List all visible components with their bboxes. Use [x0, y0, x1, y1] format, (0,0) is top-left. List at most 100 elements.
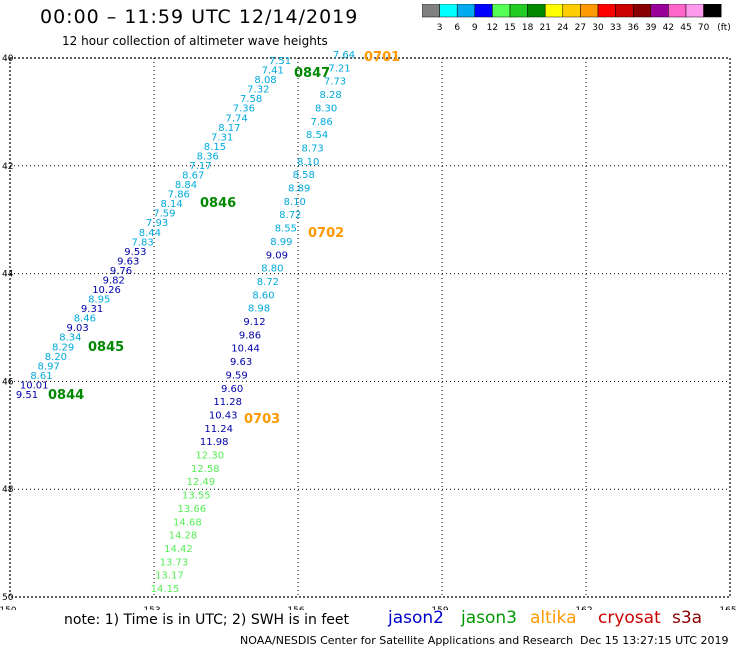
lon-tick-label: 165	[719, 606, 736, 610]
wave-height-value: 8.97	[38, 361, 60, 372]
colorbar-label: 18	[522, 23, 534, 33]
wave-height-value: 14.42	[164, 544, 193, 555]
colorbar-unit: (ft)	[717, 23, 731, 33]
wave-height-value: 7.86	[168, 190, 190, 201]
wave-height-value: 9.86	[239, 330, 261, 341]
satellite-legend-jason2: jason2	[388, 608, 444, 628]
wave-height-value: 13.66	[178, 504, 207, 515]
wave-height-value: 7.93	[146, 218, 168, 229]
wave-height-value: 7.73	[324, 77, 346, 88]
colorbar-label: 9	[472, 23, 478, 33]
wave-height-value: 8.99	[270, 237, 292, 248]
colorbar-label: 70	[698, 23, 710, 33]
pass-time-label: 0844	[48, 388, 84, 403]
wave-height-value: 11.28	[213, 397, 242, 408]
colorbar-label: 6	[454, 23, 460, 33]
wave-height-value: 13.73	[160, 557, 189, 568]
lat-tick-label: 48	[2, 485, 14, 495]
lon-tick-label: 153	[143, 606, 160, 610]
wave-height-value: 8.20	[45, 352, 67, 363]
satellite-legend-s3a: s3a	[672, 608, 703, 628]
lon-tick-label: 150	[0, 606, 17, 610]
wave-height-value: 9.63	[117, 256, 139, 267]
wave-height-value: 8.08	[254, 75, 276, 86]
wave-height-value: 14.28	[169, 531, 198, 542]
pass-time-label: 0701	[364, 50, 400, 65]
wave-height-value: 9.76	[110, 266, 132, 277]
wave-height-value: 8.46	[74, 314, 96, 325]
page-title: 00:00 – 11:59 UTC 12/14/2019	[40, 6, 359, 28]
wave-height-value: 8.73	[302, 143, 324, 154]
wave-height-value: 8.89	[288, 184, 310, 195]
wave-height-value: 8.60	[252, 290, 274, 301]
wave-height-value: 11.24	[204, 424, 233, 435]
wave-height-value: 10.01	[20, 380, 49, 391]
colorbar-label: 33	[610, 23, 621, 33]
lat-tick-label: 40	[2, 54, 14, 64]
satellite-legend-cryosat: cryosat	[598, 608, 661, 628]
lat-tick-label: 46	[2, 377, 14, 387]
wave-height-value: 14.15	[151, 584, 180, 595]
wave-height-value: 7.36	[233, 104, 255, 115]
colorbar-label: 21	[539, 23, 550, 33]
lon-tick-label: 156	[287, 606, 304, 610]
wave-height-value: 8.58	[293, 170, 315, 181]
wave-height-value: 8.15	[204, 142, 226, 153]
wave-height-value: 10.44	[231, 344, 260, 355]
wave-height-value: 7.64	[333, 50, 355, 61]
wave-height-value: 12.58	[191, 464, 220, 475]
wave-height-value: 7.58	[240, 94, 262, 105]
wave-height-value: 8.54	[306, 130, 328, 141]
map-plot: 1501531561591621654042444648507.517.418.…	[0, 50, 737, 610]
wave-height-value: 9.63	[230, 357, 252, 368]
wave-height-value: 12.49	[186, 477, 215, 488]
wave-height-value: 10.26	[92, 285, 121, 296]
wave-height-value: 10.43	[209, 410, 238, 421]
wave-height-value: 8.34	[59, 333, 81, 344]
wave-height-value: 8.72	[279, 210, 301, 221]
wave-height-value: 13.55	[182, 491, 211, 502]
pass-time-label: 0847	[294, 66, 330, 81]
lon-tick-label: 159	[431, 606, 448, 610]
colorbar-label: 15	[504, 23, 515, 33]
lat-tick-label: 42	[2, 162, 13, 172]
wave-height-value: 8.10	[284, 197, 306, 208]
page-subtitle: 12 hour collection of altimeter wave hei…	[62, 34, 328, 48]
wave-height-value: 7.86	[310, 117, 332, 128]
wave-height-value: 8.44	[139, 228, 161, 239]
wave-height-value: 8.67	[182, 171, 204, 182]
wave-height-value: 7.59	[153, 209, 175, 220]
satellite-legend-jason3: jason3	[461, 608, 517, 628]
wave-height-value: 9.60	[221, 384, 243, 395]
colorbar-label: 36	[627, 23, 639, 33]
wave-height-value: 8.80	[261, 264, 283, 275]
wave-height-value: 7.21	[328, 63, 350, 74]
wave-height-value: 8.28	[319, 90, 341, 101]
wave-height-value: 7.32	[247, 85, 269, 96]
wave-height-value: 8.84	[175, 180, 197, 191]
wave-height-value: 7.51	[269, 56, 291, 67]
colorbar-label: 42	[663, 23, 674, 33]
wave-height-value: 9.53	[124, 247, 146, 258]
colorbar-label: 45	[680, 23, 691, 33]
wave-height-value: 9.31	[81, 304, 103, 315]
pass-time-label: 0846	[200, 196, 236, 211]
pass-time-label: 0845	[88, 340, 124, 355]
wave-height-value: 8.17	[218, 123, 240, 134]
wave-height-value: 8.36	[197, 151, 219, 162]
wave-height-value: 9.12	[243, 317, 265, 328]
wave-height-value: 8.30	[315, 103, 337, 114]
lat-tick-label: 44	[2, 270, 14, 280]
wave-height-value: 8.10	[297, 157, 319, 168]
wave-height-value: 8.55	[275, 224, 297, 235]
wave-height-value: 7.74	[225, 113, 247, 124]
wave-height-value: 9.03	[66, 323, 88, 334]
colorbar-label: 12	[487, 23, 498, 33]
colorbar-label: 27	[575, 23, 586, 33]
colorbar-label: 3	[437, 23, 443, 33]
units-note: note: 1) Time is in UTC; 2) SWH is in fe…	[64, 612, 350, 628]
wave-height-value: 8.98	[248, 304, 270, 315]
wave-height-value: 9.59	[225, 370, 247, 381]
wave-height-value: 11.98	[200, 437, 229, 448]
